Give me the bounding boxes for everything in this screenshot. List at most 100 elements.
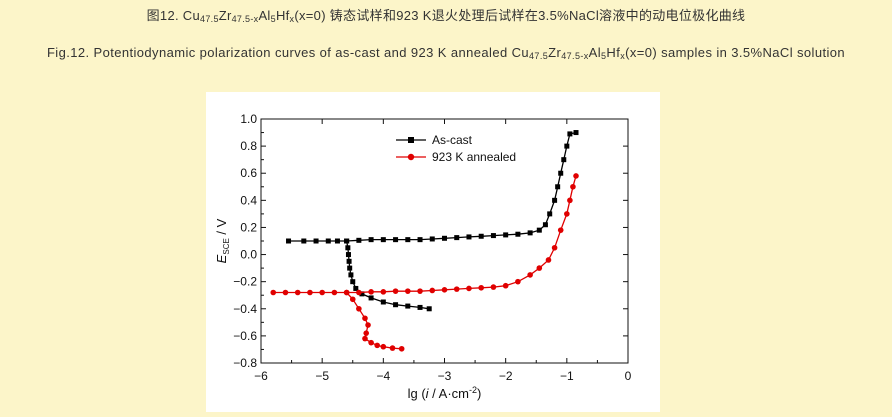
data-point-square [536,227,542,233]
y-tick-label: 0.0 [240,248,257,262]
legend-label: As-cast [432,133,473,147]
data-point-square [380,299,386,305]
data-point-circle [441,287,448,293]
data-point-circle [374,342,381,349]
data-point-circle [567,197,573,204]
data-point-square [552,197,558,203]
series-as-cast [286,130,579,312]
data-point-circle [551,244,558,251]
data-point-square [527,230,533,236]
data-point-circle [380,343,387,350]
y-tick-label: −0.8 [233,356,257,370]
data-point-square [347,265,353,271]
data-point-square [356,237,362,243]
x-tick-label: 0 [625,369,632,383]
data-point-circle [478,284,485,291]
data-point-circle [405,288,411,294]
data-point-circle [398,345,405,352]
y-tick-label: −0.2 [233,275,257,289]
data-point-circle [294,289,301,296]
data-point-circle [545,257,552,263]
data-point-square [417,304,423,310]
x-tick-label: −5 [315,369,329,383]
data-point-square [555,184,561,190]
data-point-circle [453,286,460,292]
data-point-circle [515,278,521,285]
data-point-square [454,235,460,241]
legend-label: 923 K annealed [432,150,516,164]
data-point-square [515,231,521,237]
data-point-circle [368,339,374,346]
data-point-circle [466,285,472,292]
data-point-square [466,234,472,240]
data-point-square [380,237,386,243]
data-point-circle [536,265,543,271]
x-tick-label: −1 [560,369,574,383]
data-point-square [334,238,340,244]
data-point-circle [368,289,374,295]
data-point-square [286,238,292,244]
y-tick-label: −0.6 [233,329,257,343]
data-point-square [350,279,356,285]
data-point-square [564,143,570,149]
data-point-square [393,302,399,308]
data-point-circle [429,287,436,294]
plot-panel: −6 −5 −4 −3 −2 −1 0 −0.8 −0.6 −0.4 −0.2 0.0 0.2 0.4 0.… [206,92,660,412]
data-point-circle [573,173,579,179]
y-tick-label: 0.8 [240,139,257,153]
data-point-square [368,295,374,301]
data-point-circle [490,284,497,290]
data-point-square [547,211,553,217]
data-point-circle [270,289,277,296]
x-tick-label: −6 [254,369,268,383]
data-point-square [301,238,307,244]
y-tick-label: 0.2 [240,220,257,234]
data-point-circle [356,289,362,296]
x-tick-label: −4 [376,369,390,383]
data-point-square [344,238,350,244]
data-point-square [558,170,564,176]
data-point-square [426,306,432,312]
data-point-circle [527,272,533,278]
data-point-circle [365,322,371,328]
data-point-square [561,157,567,163]
data-point-circle [362,315,368,322]
data-point-circle [356,305,362,312]
y-axis-label: ESCE / V [214,218,231,263]
data-point-circle [343,289,350,296]
polarization-chart: −6 −5 −4 −3 −2 −1 0 −0.8 −0.6 −0.4 −0.2 0.0 0.2 0.4 0.… [214,112,632,401]
data-point-circle [282,289,289,296]
data-point-square [490,233,496,239]
data-point-square [478,233,484,239]
data-point-square [442,235,447,241]
data-point-square [325,238,331,244]
data-point-circle [557,227,564,233]
series-line-anodic [288,131,577,242]
data-point-circle [349,296,356,303]
data-point-square [417,237,423,243]
data-point-circle [564,211,570,217]
data-point-square [429,236,435,242]
x-tick-label: −2 [499,369,513,383]
y-tick-label: 0.6 [240,166,257,180]
data-point-circle [362,335,368,342]
data-point-circle [307,289,313,296]
data-point-circle [389,345,396,351]
data-point-square [359,291,365,297]
data-point-circle [363,330,370,336]
x-tick-label: −3 [438,369,452,383]
legend-marker-square [408,137,414,143]
legend-marker-circle [407,153,415,161]
data-point-circle [331,289,338,296]
data-point-square [368,237,374,243]
data-point-square [542,222,548,228]
data-point-square [573,130,579,136]
y-tick-label: 1.0 [240,112,257,126]
y-tick-label: −0.4 [233,302,257,316]
data-point-circle [570,183,576,190]
data-point-square [345,245,351,251]
figure-caption-english: Fig.12. Potentiodynamic polarization cur… [46,45,846,61]
data-point-square [353,285,359,291]
data-point-square [346,258,352,264]
data-point-square [393,237,399,243]
